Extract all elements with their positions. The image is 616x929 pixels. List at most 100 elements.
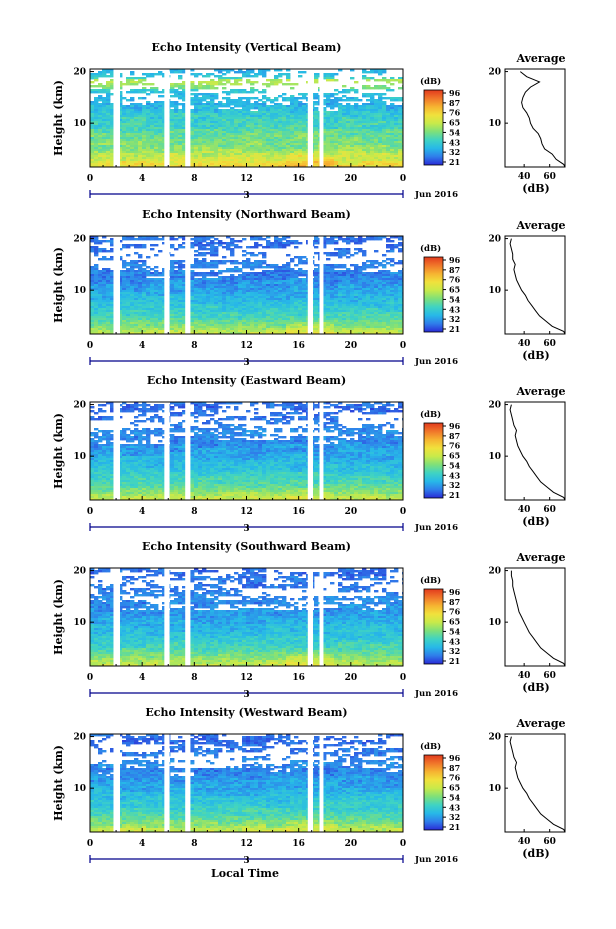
y-tick-label: 20 [73,567,86,577]
average-x-tick-label: 60 [543,172,556,182]
colorbar-tick-label: 76 [449,607,461,617]
average-profile-line [509,238,566,335]
data-gap [113,236,120,334]
data-gap [164,236,170,334]
y-tick-label: 20 [73,235,86,245]
x-tick-label: 12 [240,341,253,351]
colorbar-tick-label: 76 [449,108,461,118]
colorbar-tick-label: 54 [449,792,461,802]
average-y-tick-label: 20 [488,68,501,78]
x-tick-label: 0 [87,673,93,683]
average-y-tick-label: 20 [488,733,501,743]
x-tick-label: 8 [191,673,197,683]
colorbar-tick-label: 43 [449,304,461,314]
data-gap [185,734,191,832]
x-tick-label: 0 [400,174,406,184]
colorbar-tick-label: 65 [449,118,460,128]
y-axis-label: Height (km) [52,745,65,821]
colorbar [423,422,444,499]
panel-title: Echo Intensity (Eastward Beam) [147,374,346,387]
x-tick-label: 8 [191,507,197,517]
data-gap [307,236,314,334]
heatmap [90,236,403,334]
colorbar-tick-label: 43 [449,802,461,812]
average-x-tick-label: 40 [518,172,531,182]
y-axis-label: Height (km) [52,413,65,489]
data-gap [164,734,170,832]
colorbar-tick-label: 96 [449,255,461,265]
average-x-tick-label: 60 [543,339,556,349]
data-gap [164,568,170,666]
average-title: Average [515,717,565,730]
day-label: 3 [243,690,249,700]
y-tick-label: 10 [73,286,86,296]
data-gap [164,69,170,167]
average-title: Average [515,551,565,564]
y-axis-label: Height (km) [52,80,65,156]
colorbar [423,256,444,333]
colorbar-tick-label: 65 [449,617,460,627]
data-gap [113,734,120,832]
x-tick-label: 4 [139,341,145,351]
x-tick-label: 20 [345,341,358,351]
data-gap [319,568,324,666]
data-gap [319,69,324,167]
colorbar-tick-label: 32 [449,646,460,656]
average-x-tick-label: 60 [543,505,556,515]
colorbar-tick-label: 54 [449,294,461,304]
colorbar-tick-label: 54 [449,626,461,636]
colorbar-tick-label: 87 [449,265,460,275]
x-tick-label: 8 [191,174,197,184]
y-tick-label: 20 [73,733,86,743]
colorbar-tick-label: 76 [449,275,461,285]
y-axis-label: Height (km) [52,579,65,655]
average-frame [504,235,566,335]
data-gap [113,568,120,666]
colorbar-unit: (dB) [420,243,441,254]
colorbar-tick-label: 21 [449,490,460,500]
colorbar-tick-label: 43 [449,636,461,646]
average-x-label: (dB) [522,847,549,860]
panel-title: Echo Intensity (Vertical Beam) [151,41,341,54]
average-frame [504,567,566,667]
average-x-tick-label: 60 [543,671,556,681]
data-gap [113,69,120,167]
heatmap [90,402,403,500]
average-x-label: (dB) [522,349,549,362]
average-x-label: (dB) [522,182,549,195]
average-frame [504,401,566,501]
month-label: Jun 2016 [414,190,458,200]
data-gap [307,402,314,500]
x-tick-label: 0 [87,174,93,184]
x-tick-label: 16 [292,673,305,683]
colorbar-unit: (dB) [420,575,441,586]
colorbar-tick-label: 76 [449,441,461,451]
average-y-tick-label: 10 [488,784,501,794]
x-tick-label: 20 [345,174,358,184]
average-x-tick-label: 40 [518,837,531,847]
panel-2: Echo Intensity (Northward Beam) Height (k… [52,208,566,368]
colorbar-tick-label: 65 [449,451,460,461]
data-gap [113,402,120,500]
x-tick-label: 16 [292,507,305,517]
average-y-tick-label: 20 [488,567,501,577]
colorbar-tick-label: 54 [449,127,461,137]
colorbar-tick-label: 96 [449,753,461,763]
heatmap [90,734,403,832]
average-title: Average [515,385,565,398]
month-label: Jun 2016 [414,689,458,699]
colorbar-tick-label: 32 [449,812,460,822]
colorbar-unit: (dB) [420,409,441,420]
x-tick-label: 8 [191,839,197,849]
panel-1: Echo Intensity (Vertical Beam) Height (km… [52,41,566,201]
x-axis-label: Local Time [211,867,279,880]
x-tick-label: 0 [87,839,93,849]
y-tick-label: 10 [73,119,86,129]
average-x-label: (dB) [522,515,549,528]
colorbar-tick-label: 21 [449,822,460,832]
panels: Echo Intensity (Vertical Beam) Height (km… [52,41,566,866]
x-tick-label: 4 [139,673,145,683]
x-tick-label: 12 [240,673,253,683]
colorbar-tick-label: 32 [449,314,460,324]
